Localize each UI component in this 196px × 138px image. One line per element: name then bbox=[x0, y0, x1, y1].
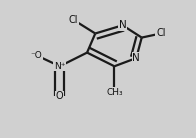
Text: Cl: Cl bbox=[156, 28, 166, 39]
Text: CH₃: CH₃ bbox=[106, 88, 123, 97]
Text: ⁻O: ⁻O bbox=[31, 51, 42, 60]
Text: N: N bbox=[119, 20, 126, 30]
Text: N⁺: N⁺ bbox=[54, 62, 65, 71]
Text: O: O bbox=[56, 91, 64, 101]
Text: N: N bbox=[132, 53, 140, 63]
Text: Cl: Cl bbox=[69, 15, 78, 25]
